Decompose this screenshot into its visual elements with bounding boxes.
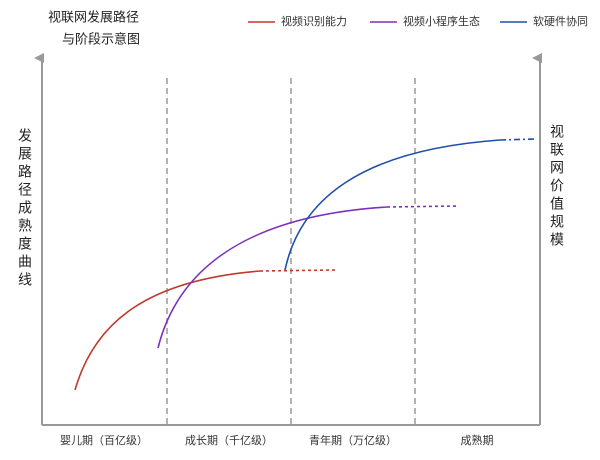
red-curve [74,270,261,391]
stage-label: 婴儿期（百亿级） [60,434,148,447]
purple-curve-extension [386,205,459,208]
legend: 视频识别能力 视频小程序生态 软硬件协同 [248,14,588,28]
stage-labels: 婴儿期（百亿级） 成长期（千亿级） 青年期（万亿级） 成熟期 [60,433,494,447]
stage-label: 成熟期 [461,433,494,447]
title-line: 与阶段示意图 [62,32,140,48]
y2-label: 视联网价值规模 [548,124,564,250]
blue-curve [284,139,501,271]
blue-curve-extension [499,138,536,141]
legend-label: 视频识别能力 [281,14,347,28]
red-curve-extension [259,269,336,272]
curves [74,138,536,391]
stage-label: 成长期（千亿级） [185,434,273,447]
legend-label: 视频小程序生态 [403,14,480,28]
title-line: 视联网发展路径 [48,10,139,26]
legend-label: 软硬件协同 [533,14,588,28]
y-label: 发展路径成熟度曲线 [16,128,32,290]
purple-curve [157,206,388,349]
stage-label: 青年期（万亿级） [309,433,397,447]
